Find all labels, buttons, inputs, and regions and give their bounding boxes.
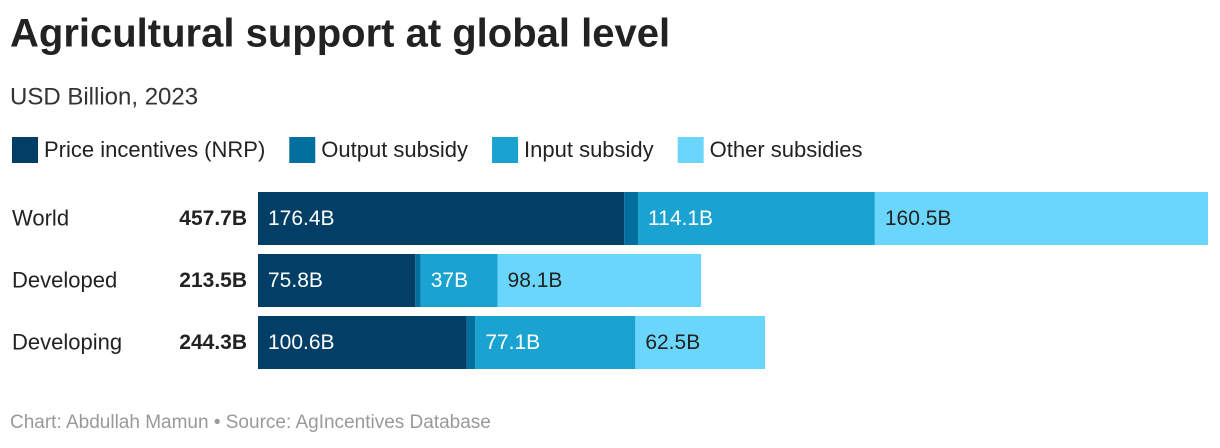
chart-title: Agricultural support at global level [10,12,670,56]
value-label: 77.1B [485,331,540,354]
value-label: 100.6B [268,331,335,354]
bar-segment [420,254,498,307]
bar-segment [415,254,421,307]
value-label: 37B [431,269,468,292]
value-label: 62.5B [645,331,700,354]
bar-segment [874,192,1208,245]
category-label: World [12,205,69,230]
value-label: 160.5B [885,207,952,230]
chart-subtitle: USD Billion, 2023 [10,83,198,110]
legend-label: Price incentives (NRP) [44,137,265,162]
category-label: Developing [12,329,122,354]
footer: Chart: Abdullah Mamun • Source: AgIncent… [10,412,491,433]
value-label: 176.4B [268,207,335,230]
bar-segment [638,192,875,245]
bar-segment [635,316,766,369]
legend-swatch [289,137,316,163]
value-label: 75.8B [268,269,323,292]
legend-swatch [492,137,519,163]
total-label: 457.7B [179,207,247,230]
total-label: 244.3B [179,331,247,354]
value-label: 114.1B [648,207,713,230]
total-label: 213.5B [179,269,247,292]
value-label: 98.1B [508,269,563,292]
legend-label: Other subsidies [710,137,863,162]
bar-segment [258,254,416,307]
legend-label: Output subsidy [321,137,468,162]
bar-segment [475,316,636,369]
bar-segment [624,192,639,245]
bar-segment [258,316,467,369]
category-label: Developed [12,267,117,292]
bar-segment [258,192,625,245]
legend-swatch [677,137,704,163]
bar-segment [497,254,702,307]
bar-segment [466,316,476,369]
legend-swatch [12,137,38,163]
legend-label: Input subsidy [524,137,654,162]
